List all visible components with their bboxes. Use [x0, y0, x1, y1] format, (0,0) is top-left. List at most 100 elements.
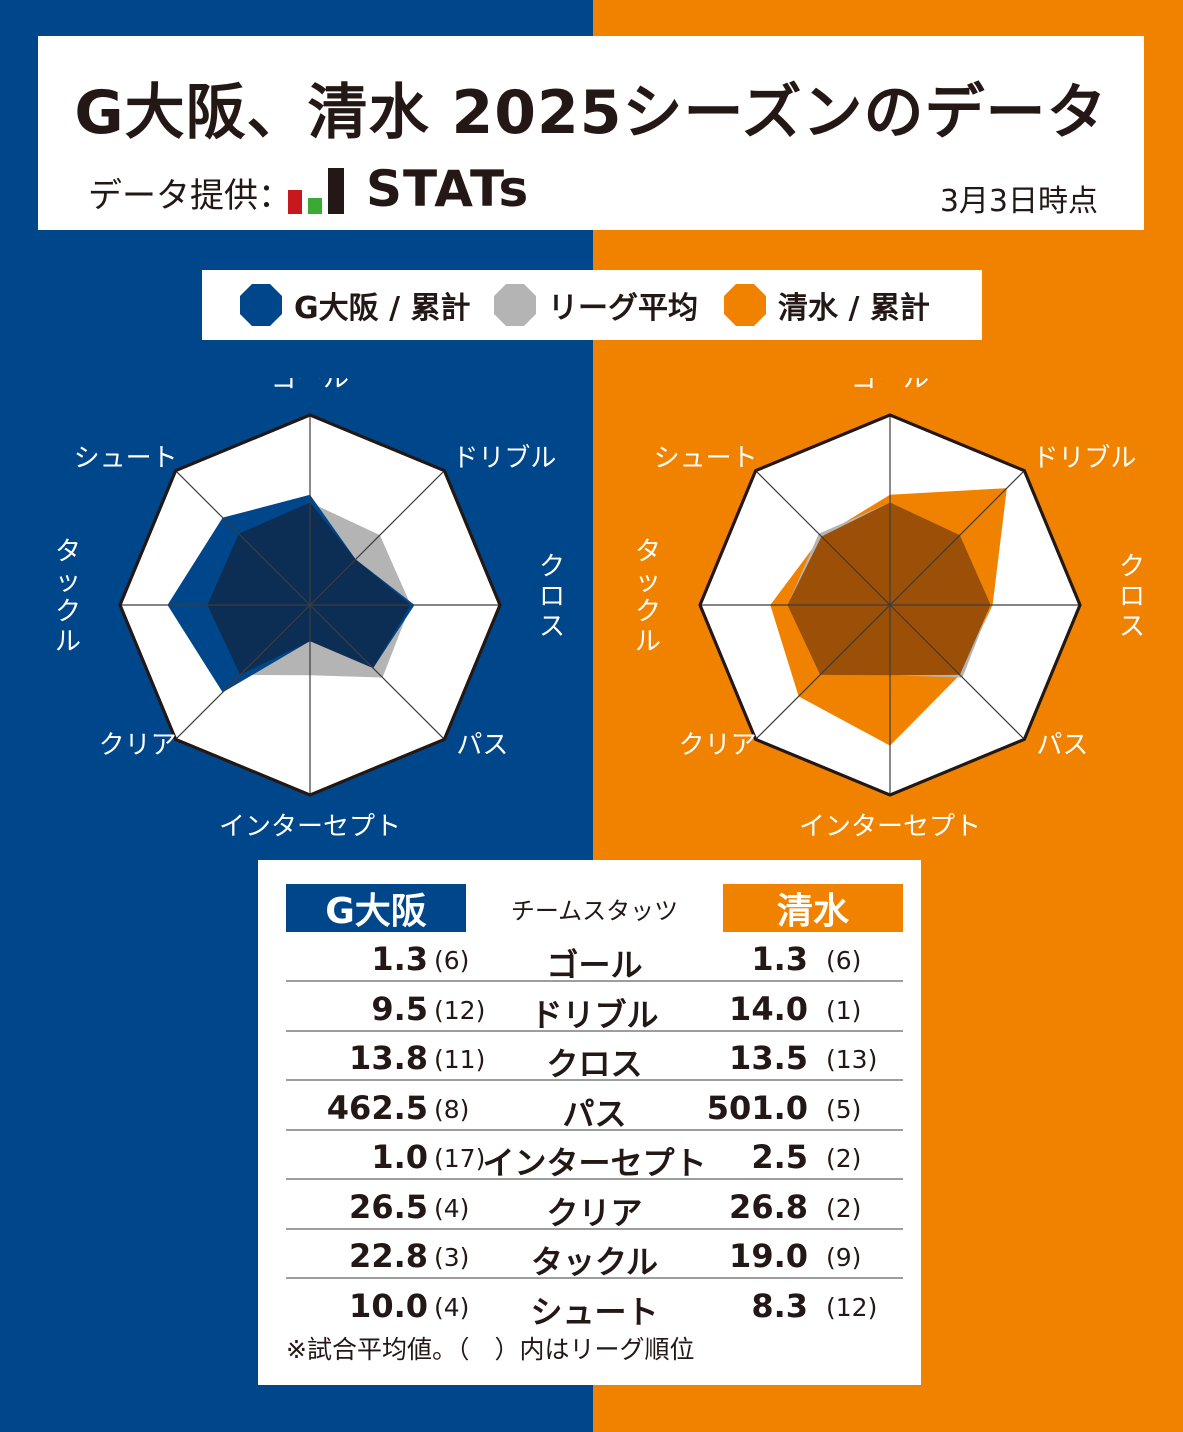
- legend-label: G大阪 / 累計: [294, 291, 471, 326]
- radar-spoke: [175, 470, 311, 606]
- legend: G大阪 / 累計 リーグ平均 清水 / 累計: [202, 270, 982, 340]
- gosaka-rank: (4): [434, 1292, 470, 1322]
- table-header: G大阪 チームスタッツ 清水: [286, 884, 903, 932]
- radar-spoke: [889, 470, 1025, 606]
- axis-label: ドリブル: [1032, 444, 1136, 474]
- axis-label: パス: [1036, 730, 1088, 760]
- legend-item-shimizu: 清水 / 累計: [722, 270, 930, 340]
- header-middle: チームスタッツ: [466, 884, 723, 932]
- logo-bar-green: [308, 198, 322, 214]
- axis-label: インターセプト: [219, 812, 401, 842]
- stat-label: クロス: [546, 1045, 643, 1083]
- radar-spoke: [309, 604, 445, 740]
- radar-spoke: [175, 604, 311, 740]
- table-row: 462.5 (8) パス 501.0 (5): [286, 1083, 903, 1133]
- gosaka-value: 26.5: [349, 1187, 428, 1226]
- legend-swatch-shimizu: [724, 284, 766, 326]
- shimizu-rank: (12): [826, 1292, 878, 1322]
- axis-label: タックル: [55, 537, 81, 657]
- stats-logo: STATs: [288, 160, 558, 218]
- stat-label: タックル: [530, 1243, 659, 1281]
- footnote: ※試合平均値。（ ）内はリーグ順位: [286, 1335, 695, 1364]
- shimizu-value: 1.3: [751, 940, 808, 978]
- gosaka-value: 9.5: [371, 989, 428, 1028]
- radar-spoke: [889, 604, 1025, 740]
- stat-label: インターセプト: [482, 1144, 707, 1182]
- shimizu-rank: (9): [826, 1243, 862, 1272]
- shimizu-value: 501.0: [706, 1088, 808, 1127]
- gosaka-value: 10.0: [349, 1286, 428, 1325]
- gosaka-value: 1.3: [371, 940, 428, 978]
- shimizu-value: 14.0: [729, 989, 808, 1028]
- axis-label: シュート: [74, 444, 178, 474]
- stat-label: ゴール: [546, 946, 643, 984]
- shimizu-rank: (13): [826, 1045, 878, 1074]
- axis-label: ゴール: [851, 378, 929, 394]
- gosaka-value: 22.8: [349, 1237, 428, 1275]
- gosaka-rank: (6): [434, 946, 470, 975]
- axis-label: ゴール: [271, 378, 349, 394]
- shimizu-rank: (1): [826, 995, 862, 1025]
- shimizu-value: 13.5: [729, 1039, 808, 1077]
- table-row: 10.0 (4) シュート 8.3 (12): [286, 1281, 903, 1331]
- shimizu-rank: (5): [826, 1094, 862, 1124]
- gosaka-value: 462.5: [326, 1088, 428, 1127]
- gosaka-value: 1.0: [371, 1138, 428, 1176]
- axis-label: インターセプト: [799, 812, 981, 842]
- logo-text: STATs: [366, 160, 530, 218]
- as-of-date: 3月3日時点: [939, 184, 1098, 219]
- gosaka-rank: (17): [434, 1144, 486, 1173]
- header-team-gosaka: G大阪: [286, 884, 466, 932]
- axis-label: タックル: [635, 537, 661, 657]
- stat-label: シュート: [530, 1292, 659, 1331]
- radar-spoke: [755, 470, 891, 606]
- stat-label: ドリブル: [530, 995, 659, 1034]
- shimizu-rank: (2): [826, 1193, 862, 1223]
- shimizu-value: 2.5: [751, 1138, 808, 1176]
- stat-label: クリア: [546, 1193, 643, 1232]
- shimizu-rank: (2): [826, 1144, 862, 1173]
- gosaka-rank: (8): [434, 1094, 470, 1124]
- series-overlap: [207, 502, 411, 675]
- axis-label: クロス: [1119, 552, 1145, 642]
- axis-label: クロス: [539, 552, 565, 642]
- legend-label: リーグ平均: [548, 291, 698, 326]
- shimizu-value: 26.8: [729, 1187, 808, 1226]
- radar-spoke: [755, 604, 891, 740]
- radar-spoke: [309, 470, 445, 606]
- legend-item-league: リーグ平均: [492, 270, 698, 340]
- legend-swatch-league: [494, 284, 536, 326]
- axis-label: ドリブル: [452, 444, 556, 474]
- header-team-stats: チームスタッツ: [466, 892, 723, 925]
- axis-label: パス: [456, 730, 508, 760]
- header-panel: G大阪、清水 2025シーズンのデータ データ提供： STATs 3月3日時点: [38, 36, 1144, 230]
- page-title: G大阪、清水 2025シーズンのデータ: [74, 78, 1108, 148]
- logo-bar-dark: [328, 168, 344, 214]
- header-team-shimizu: 清水: [723, 884, 903, 932]
- shimizu-value: 19.0: [729, 1237, 808, 1275]
- stats-table: G大阪 チームスタッツ 清水 1.3 (6) ゴール 1.3 (6) 9.5 (12) ドリブ…: [258, 860, 921, 1385]
- logo-bar-red: [288, 190, 302, 214]
- radar-frame-outline: [698, 413, 1082, 797]
- series-overlap: [787, 502, 991, 676]
- axis-label: クリア: [679, 730, 757, 760]
- axis-label: シュート: [654, 444, 758, 474]
- gosaka-rank: (12): [434, 995, 486, 1025]
- table-row: 9.5 (12) ドリブル 14.0 (1): [286, 984, 903, 1034]
- table-row: 26.5 (4) クリア 26.8 (2): [286, 1182, 903, 1232]
- table-row: 1.0 (17) インターセプト 2.5 (2): [286, 1132, 903, 1182]
- shimizu-rank: (6): [826, 946, 862, 975]
- legend-swatch-gosaka: [240, 284, 282, 326]
- axis-label: クリア: [99, 730, 177, 760]
- legend-label: 清水 / 累計: [778, 291, 930, 326]
- table-row: 1.3 (6) ゴール 1.3 (6): [286, 934, 903, 984]
- table-row: 13.8 (11) クロス 13.5 (13): [286, 1033, 903, 1083]
- legend-item-gosaka: G大阪 / 累計: [238, 270, 470, 340]
- stat-label: パス: [562, 1094, 627, 1133]
- shimizu-value: 8.3: [751, 1286, 808, 1325]
- provider-label: データ提供：: [88, 176, 292, 216]
- gosaka-value: 13.8: [349, 1039, 428, 1077]
- radar-frame-outline: [118, 413, 502, 797]
